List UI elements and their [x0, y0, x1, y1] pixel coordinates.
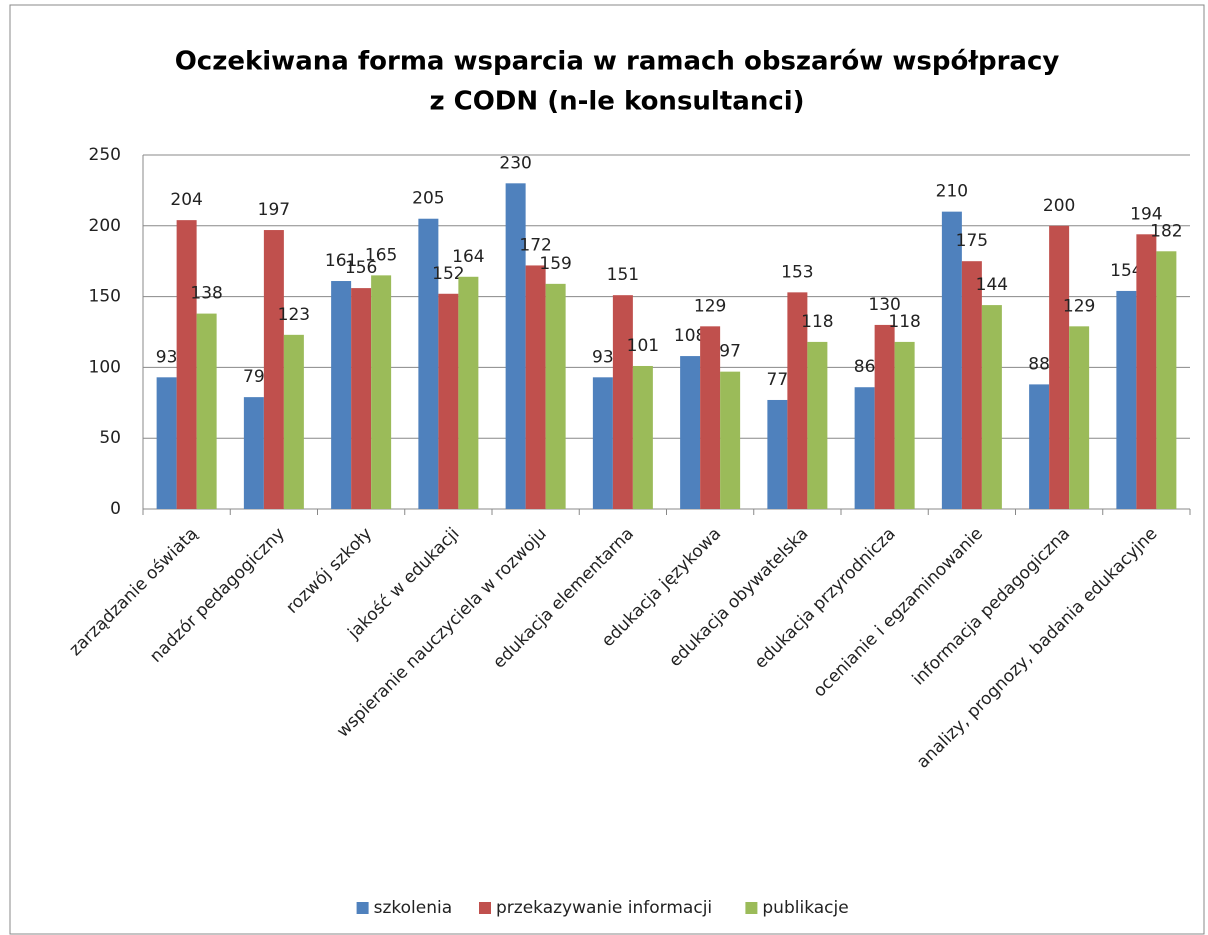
data-label: 204	[170, 190, 202, 210]
bar	[632, 365, 653, 509]
data-label: 151	[607, 265, 639, 285]
data-label: 129	[694, 296, 726, 316]
bar	[787, 292, 808, 509]
bar	[981, 305, 1002, 509]
data-label: 79	[243, 367, 265, 387]
legend-label: szkolenia	[374, 898, 453, 918]
data-label: 200	[1043, 196, 1075, 216]
chart-title: z CODN (n-le konsultanci)	[429, 87, 804, 117]
data-label: 129	[1063, 296, 1095, 316]
bar	[545, 283, 566, 509]
bar	[331, 281, 352, 509]
data-label: 108	[674, 326, 706, 346]
bar	[283, 334, 304, 509]
bar	[418, 218, 439, 509]
data-label: 88	[1028, 354, 1050, 374]
data-label: 164	[452, 247, 484, 267]
data-label: 165	[365, 245, 397, 265]
y-tick-label: 0	[110, 499, 121, 519]
bar	[1069, 326, 1090, 509]
chart-title: Oczekiwana forma wsparcia w ramach obsza…	[175, 47, 1060, 77]
data-label: 161	[325, 251, 357, 271]
bar	[1156, 251, 1177, 509]
bar	[894, 341, 915, 509]
data-label: 118	[888, 312, 920, 332]
legend-label: publikacje	[762, 898, 848, 918]
legend-swatch	[356, 902, 369, 914]
bar	[505, 183, 526, 509]
data-label: 194	[1130, 204, 1162, 224]
data-label: 159	[539, 254, 571, 274]
y-tick-label: 50	[99, 428, 121, 448]
bar	[1049, 225, 1070, 510]
bar	[458, 276, 479, 509]
data-label: 123	[278, 305, 310, 325]
bar	[680, 356, 701, 509]
data-label: 153	[781, 262, 813, 282]
data-label: 77	[767, 370, 789, 390]
data-label: 230	[499, 153, 531, 173]
bar	[961, 261, 982, 509]
bar	[807, 341, 828, 509]
data-label: 197	[258, 200, 290, 220]
bar	[941, 211, 962, 509]
data-label: 210	[936, 182, 968, 202]
y-tick-label: 100	[89, 357, 121, 377]
data-label: 93	[592, 347, 614, 367]
bar	[1116, 290, 1137, 509]
y-tick-label: 200	[89, 216, 121, 236]
bar	[1136, 234, 1157, 509]
data-label: 138	[190, 284, 222, 304]
data-label: 156	[345, 258, 377, 278]
bar	[767, 399, 788, 509]
data-label: 172	[519, 235, 551, 255]
bar	[720, 371, 741, 509]
y-tick-label: 250	[89, 145, 121, 165]
bar	[263, 230, 284, 509]
legend-label: przekazywanie informacji	[496, 898, 712, 918]
data-label: 182	[1150, 221, 1182, 241]
bar	[196, 313, 217, 509]
bar	[874, 324, 895, 509]
bar	[1029, 384, 1050, 509]
bar	[176, 220, 197, 510]
bar	[156, 377, 177, 509]
data-label: 205	[412, 189, 444, 209]
bar	[243, 397, 264, 509]
bar	[700, 326, 721, 509]
data-label: 154	[1110, 261, 1142, 281]
data-label: 152	[432, 264, 464, 284]
data-label: 93	[156, 347, 178, 367]
data-label: 144	[976, 275, 1008, 295]
bar	[854, 387, 875, 509]
legend-swatch	[745, 902, 758, 914]
data-label: 130	[868, 295, 900, 315]
bar	[525, 265, 546, 509]
data-label: 101	[627, 336, 659, 356]
bar	[351, 288, 372, 509]
bar	[592, 377, 613, 509]
bar	[612, 295, 633, 509]
data-label: 97	[719, 342, 741, 362]
data-label: 118	[801, 312, 833, 332]
data-label: 86	[854, 357, 876, 377]
y-tick-label: 150	[89, 287, 121, 307]
data-label: 175	[956, 231, 988, 251]
bar	[371, 275, 392, 509]
legend-swatch	[479, 902, 491, 914]
bar	[438, 293, 459, 509]
